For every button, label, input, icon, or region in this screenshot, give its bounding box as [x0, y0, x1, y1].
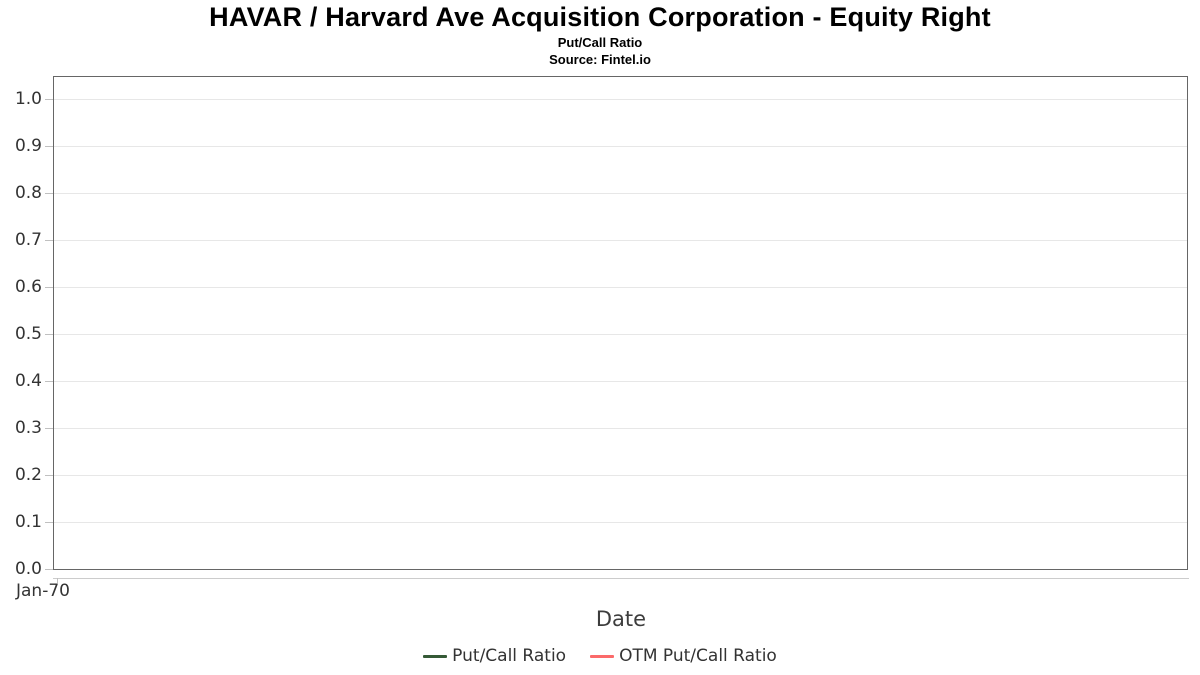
- chart-legend: Put/Call Ratio OTM Put/Call Ratio: [0, 646, 1200, 666]
- legend-item-otm-put-call-ratio[interactable]: OTM Put/Call Ratio: [590, 646, 777, 666]
- y-axis-tick-label: 0.4: [14, 370, 42, 391]
- gridline: [54, 145, 1187, 147]
- x-axis-tick-label: Jan-70: [16, 581, 70, 601]
- y-axis-tick: [45, 145, 53, 147]
- x-axis-line: [53, 578, 1189, 579]
- y-axis-tick-label: 0.1: [14, 511, 42, 532]
- y-axis-tick-label: 0.3: [14, 417, 42, 438]
- y-axis-tick-label: 0.6: [14, 276, 42, 297]
- legend-label: OTM Put/Call Ratio: [619, 646, 777, 666]
- y-axis-tick: [45, 98, 53, 100]
- y-axis-tick: [45, 427, 53, 429]
- chart-source-credit: Source: Fintel.io: [549, 52, 651, 67]
- y-axis-tick-label: 0.8: [14, 182, 42, 203]
- y-axis-tick: [45, 286, 53, 288]
- gridline: [54, 239, 1187, 241]
- y-axis-tick-label: 0.2: [14, 464, 42, 485]
- line-marker-icon: [590, 654, 615, 658]
- y-axis-tick: [45, 521, 53, 523]
- x-axis-tick: [57, 578, 58, 583]
- y-axis-tick-label: 1.0: [14, 88, 42, 109]
- legend-item-put-call-ratio[interactable]: Put/Call Ratio: [423, 646, 566, 666]
- gridline: [54, 192, 1187, 194]
- y-axis-tick-label: 0.7: [14, 229, 42, 250]
- gridline: [54, 380, 1187, 382]
- gridline: [54, 474, 1187, 476]
- gridline: [54, 333, 1187, 335]
- plot-area: [53, 76, 1188, 570]
- y-axis-tick: [45, 474, 53, 476]
- y-axis-tick-label: 0.0: [14, 559, 42, 579]
- gridline: [54, 521, 1187, 523]
- gridline: [54, 286, 1187, 288]
- y-axis-tick-label: 0.9: [14, 135, 42, 156]
- y-axis-tick: [45, 239, 53, 241]
- chart-subtitle: Put/Call Ratio: [557, 35, 643, 50]
- gridline: [54, 98, 1187, 100]
- y-axis-tick: [45, 192, 53, 194]
- y-axis-tick: [45, 569, 53, 570]
- y-axis-tick-label: 0.5: [14, 323, 42, 344]
- chart-title: HAVAR / Harvard Ave Acquisition Corporat…: [209, 2, 991, 32]
- y-axis-tick: [45, 380, 53, 382]
- y-axis-tick: [45, 333, 53, 335]
- line-marker-icon: [423, 654, 448, 658]
- x-axis-title: Date: [595, 607, 647, 631]
- gridline: [54, 427, 1187, 429]
- legend-label: Put/Call Ratio: [452, 646, 567, 666]
